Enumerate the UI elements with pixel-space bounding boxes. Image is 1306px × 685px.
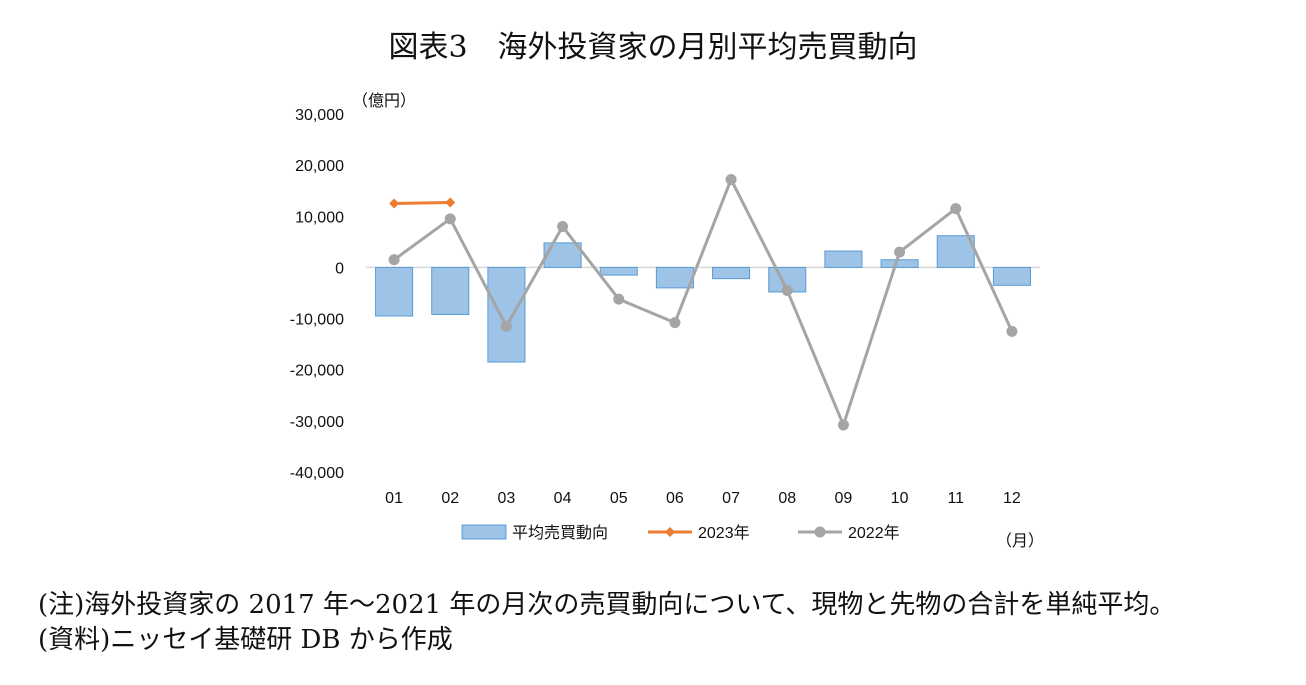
y-axis: 30,000 20,000 10,000 0 -10,000 -20,000 -30,000… [290,107,344,482]
x-tick-label: 04 [554,490,572,507]
data-point [669,317,681,329]
legend: 平均売買動向 2023年 2022年 [461,524,900,542]
line-series [388,173,1018,431]
bar [543,242,582,268]
data-point [950,203,962,215]
x-tick-label: 12 [1003,490,1021,507]
x-tick-label: 09 [835,490,853,507]
chart-title: 図表3 海外投資家の月別平均売買動向 [388,30,918,65]
y-tick-label: 10,000 [295,209,344,226]
source-line: (資料)ニッセイ基礎研 DB から作成 [38,625,453,655]
legend-label: 平均売買動向 [512,524,608,542]
bar [936,235,975,268]
x-tick-label: 10 [891,490,909,507]
notes: (注)海外投資家の 2017 年～2021 年の月次の売買動向について、現物と先… [38,588,1175,658]
x-tick-label: 08 [778,490,796,507]
y-tick-label: -40,000 [290,465,344,482]
data-point [1006,325,1018,337]
y-tick-label: 20,000 [295,158,344,175]
bar [992,266,1031,286]
y-tick-label: -10,000 [290,312,344,329]
bar [487,266,526,363]
x-tick-label: 05 [610,490,628,507]
note-line: (注)海外投資家の 2017 年～2021 年の月次の売買動向について、現物と先… [38,590,1176,620]
y-axis-unit: （億円） [352,92,416,110]
data-point [388,254,400,266]
bar [655,266,694,289]
legend-swatch [461,524,507,540]
series-line [393,175,1014,430]
x-tick-label: 07 [722,490,740,507]
x-tick-label: 11 [947,490,964,507]
bar [712,266,751,280]
data-point [837,419,849,431]
data-point [725,173,737,185]
y-tick-label: 30,000 [295,107,344,124]
x-tick-label: 01 [385,490,403,507]
legend-label: 2023年 [698,524,750,542]
legend-marker [814,526,826,538]
y-tick-label: -20,000 [290,363,344,380]
legend-label: 2022年 [848,524,900,542]
legend-marker [665,527,675,537]
bar [599,266,638,276]
data-point [894,246,906,258]
x-tick-label: 03 [498,490,516,507]
data-point [613,293,625,305]
bar [880,259,919,268]
x-tick-label: 02 [441,490,459,507]
data-point [500,320,512,332]
y-tick-label: -30,000 [290,414,344,431]
data-point [445,197,456,208]
bar [431,266,470,315]
y-tick-label: 0 [335,260,344,277]
bar [824,250,863,268]
x-tick-label: 06 [666,490,684,507]
bar-series [375,235,1031,363]
data-point [389,198,400,209]
bar [375,266,414,317]
x-axis: 01 02 03 04 05 06 07 08 09 10 11 12 [385,490,1021,507]
series-line [394,200,451,205]
x-axis-unit: （月） [996,532,1044,550]
data-point [444,213,456,225]
chart: 30,000 20,000 10,000 0 -10,000 -20,000 -30,000… [290,92,1044,550]
data-point [557,221,569,233]
data-point [781,284,793,296]
